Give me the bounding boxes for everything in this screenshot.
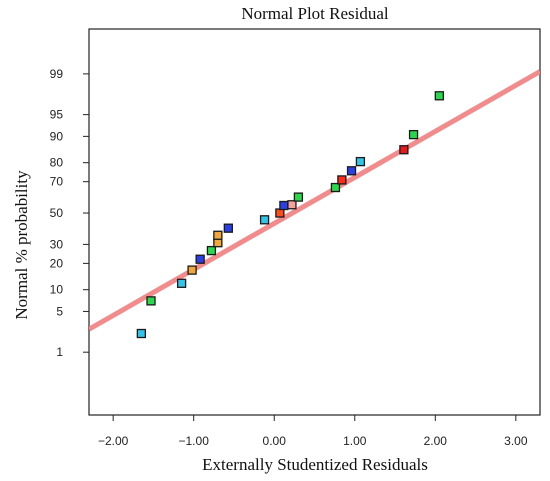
x-tick-label: 2.00	[424, 434, 448, 448]
x-tick-label: 3.00	[504, 434, 528, 448]
y-tick-label: 30	[50, 237, 64, 251]
y-tick-label: 1	[56, 345, 63, 359]
y-tick-label: 80	[50, 156, 64, 170]
y-axis-label: Normal % probability	[12, 170, 31, 320]
data-point	[399, 145, 409, 155]
y-tick-label: 10	[50, 283, 64, 297]
y-tick-label: 99	[50, 67, 64, 81]
data-point	[346, 166, 357, 176]
data-point	[434, 91, 444, 101]
data-point	[136, 328, 146, 339]
data-point	[176, 278, 187, 288]
data-point	[337, 175, 347, 185]
y-tick-label: 5	[56, 304, 63, 318]
chart-title: Normal Plot Residual	[241, 4, 389, 23]
x-axis-label: Externally Studentized Residuals	[202, 455, 428, 474]
y-tick-label: 70	[50, 175, 64, 189]
x-tick-label: −1.00	[179, 434, 210, 448]
data-point	[206, 245, 217, 256]
y-tick-label: 95	[50, 108, 64, 122]
data-point	[408, 129, 419, 140]
data-point	[213, 230, 223, 240]
data-point	[275, 208, 285, 218]
plot-frame	[88, 28, 541, 416]
data-point	[355, 156, 366, 167]
x-tick-label: 0.00	[263, 434, 287, 448]
data-point	[195, 254, 205, 264]
y-tick-label: 50	[50, 206, 64, 220]
data-point	[330, 182, 341, 193]
y-tick-label: 90	[50, 129, 64, 143]
data-point	[293, 192, 304, 202]
data-point	[259, 215, 270, 225]
y-tick-label: 20	[50, 256, 64, 270]
reference-line	[89, 69, 540, 332]
x-tick-label: 1.00	[343, 434, 367, 448]
x-tick-label: −2.00	[98, 434, 129, 448]
data-point	[223, 223, 233, 233]
data-point	[146, 296, 156, 306]
data-point	[279, 200, 289, 211]
data-point	[187, 265, 197, 275]
data-point	[287, 200, 297, 210]
